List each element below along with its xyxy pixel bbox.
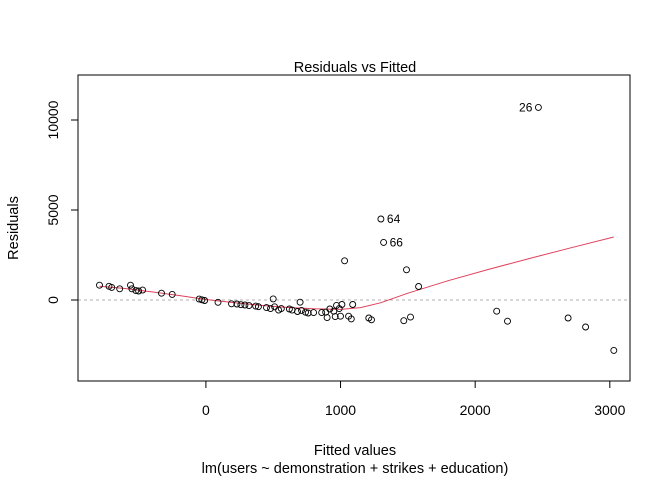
data-point xyxy=(277,305,285,313)
data-point xyxy=(298,306,305,314)
data-point xyxy=(302,308,309,316)
data-point xyxy=(403,266,410,274)
data-point xyxy=(132,287,140,295)
data-point xyxy=(269,295,277,303)
x-tick-label: 1000 xyxy=(325,402,356,418)
point-label: 64 xyxy=(387,212,401,226)
data-point xyxy=(349,301,357,308)
data-point xyxy=(252,302,260,310)
data-point xyxy=(304,309,312,317)
data-point xyxy=(337,312,344,320)
data-point xyxy=(201,297,209,304)
data-point xyxy=(96,281,103,289)
x-axis-subtitle: lm(users ~ demonstration + strikes + edu… xyxy=(202,461,509,477)
data-point xyxy=(237,301,245,309)
data-point xyxy=(228,300,235,308)
data-point xyxy=(380,238,388,246)
data-points xyxy=(96,103,618,354)
point-label: 26 xyxy=(519,100,533,114)
x-axis: 0 1000 2000 3000 xyxy=(202,380,626,418)
x-axis-label: Fitted values xyxy=(314,443,396,459)
x-tick-label: 0 xyxy=(202,402,210,418)
data-point xyxy=(493,307,501,315)
data-point xyxy=(214,298,222,306)
y-tick-label: 5000 xyxy=(45,194,61,225)
data-point xyxy=(128,285,136,293)
y-tick-label: 0 xyxy=(45,296,61,304)
data-point xyxy=(407,313,414,321)
data-point xyxy=(338,301,346,308)
data-point xyxy=(400,317,408,325)
data-point xyxy=(341,257,349,265)
y-axis-label: Residuals xyxy=(6,196,22,260)
data-point xyxy=(347,315,355,323)
y-tick-label: 10000 xyxy=(45,100,61,139)
data-point xyxy=(504,317,511,325)
data-point xyxy=(326,305,334,313)
data-point xyxy=(127,281,134,289)
data-point xyxy=(310,309,318,317)
data-point xyxy=(296,298,304,306)
data-point xyxy=(263,304,270,312)
point-label: 66 xyxy=(390,235,404,249)
data-point xyxy=(245,302,253,310)
data-point xyxy=(582,323,590,331)
x-tick-label: 2000 xyxy=(460,402,491,418)
data-point xyxy=(534,103,542,111)
data-point xyxy=(254,303,262,311)
y-axis: 0 5000 10000 xyxy=(45,100,79,304)
data-point xyxy=(318,309,326,317)
data-point xyxy=(368,316,375,324)
data-point xyxy=(294,308,301,315)
data-point xyxy=(331,313,339,321)
data-point xyxy=(116,285,124,293)
point-labels: 64 66 26 xyxy=(387,100,533,249)
data-point xyxy=(564,314,572,322)
data-point xyxy=(233,300,241,308)
data-point xyxy=(139,286,147,294)
data-point xyxy=(198,296,206,304)
chart-title: Residuals vs Fitted xyxy=(294,60,417,76)
data-point xyxy=(267,305,274,313)
data-point xyxy=(158,289,165,297)
data-point xyxy=(377,215,385,223)
data-point xyxy=(168,290,176,298)
data-point xyxy=(135,287,143,295)
data-point xyxy=(610,346,618,354)
data-point xyxy=(415,283,423,290)
data-point xyxy=(108,283,116,291)
x-tick-label: 3000 xyxy=(594,402,625,418)
data-point xyxy=(241,301,249,309)
data-point xyxy=(323,314,331,322)
